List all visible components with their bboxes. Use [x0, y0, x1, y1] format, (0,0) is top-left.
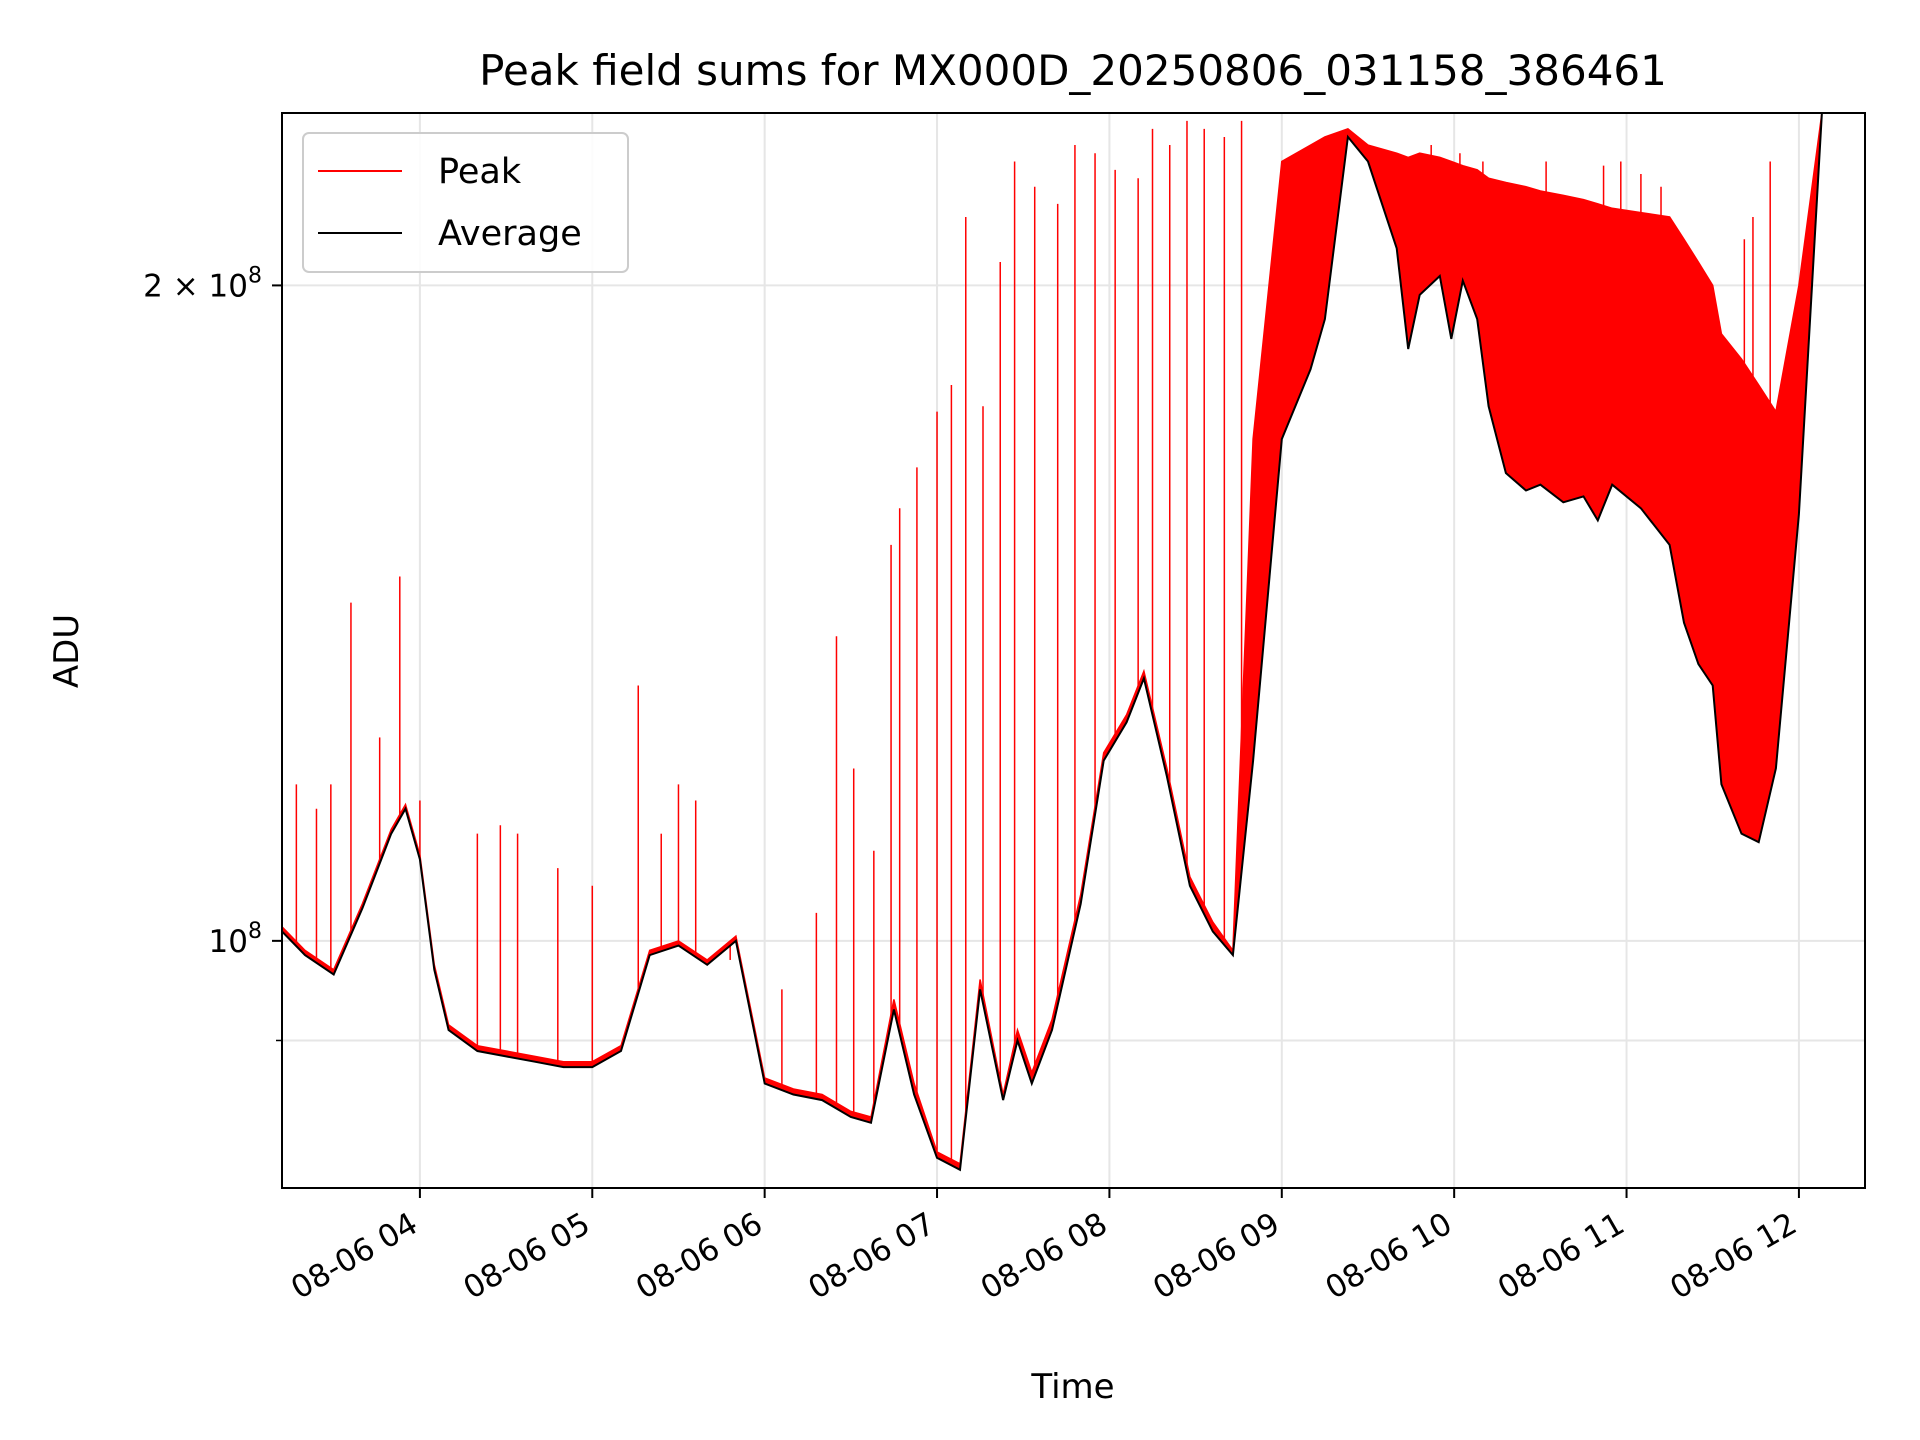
legend-peak-label: Peak — [438, 152, 522, 192]
plot-area — [281, 112, 1823, 1172]
legend: Peak Average — [302, 132, 629, 273]
y-axis: 108 2 × 108 — [143, 263, 282, 1042]
y-tick-label: 2 × 108 — [143, 263, 262, 304]
average-line — [281, 112, 1823, 1172]
peak-band — [282, 113, 1822, 1170]
legend-average-label: Average — [438, 214, 582, 254]
peak-line — [281, 112, 1823, 1165]
chart-title: Peak field sums for MX000D_20250806_0311… — [479, 46, 1667, 95]
legend-box — [302, 132, 629, 273]
y-tick-label: 108 — [209, 919, 262, 960]
x-axis-label: Time — [1030, 1367, 1114, 1407]
axes-frame — [281, 112, 1866, 1189]
y-axis-label: ADU — [47, 614, 87, 688]
